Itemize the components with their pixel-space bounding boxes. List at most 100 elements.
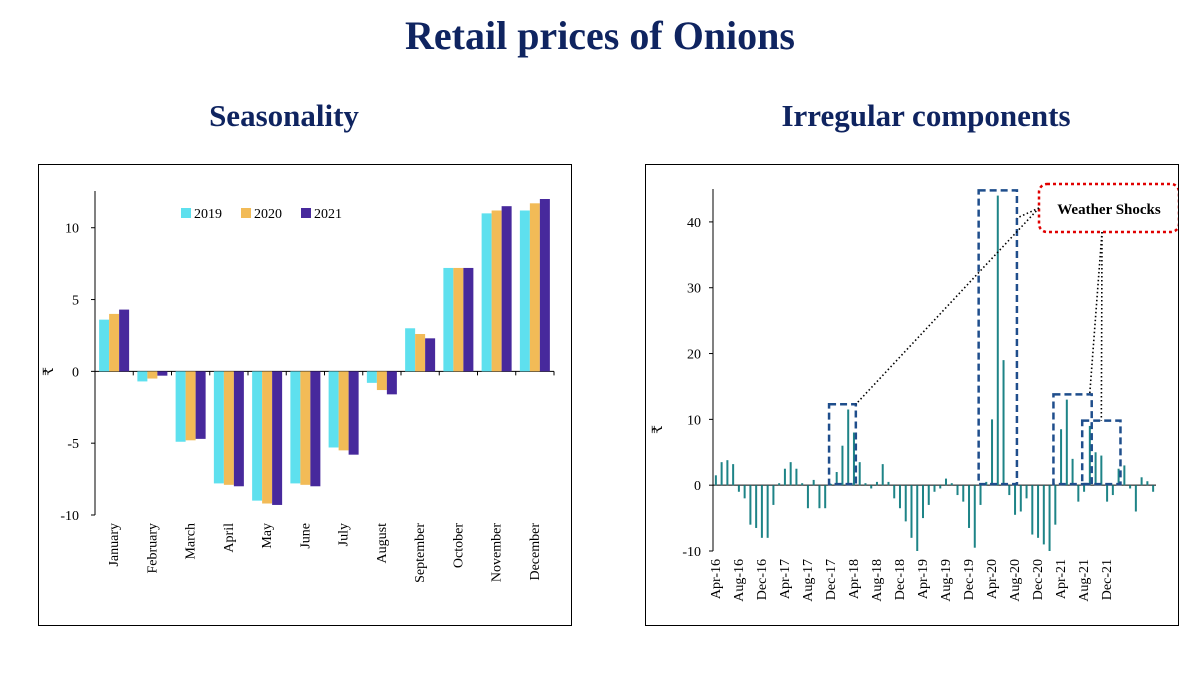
y-axis-label: ₹ xyxy=(42,367,57,376)
x-tick-label: Aug-18 xyxy=(870,559,885,602)
bar-8 xyxy=(760,485,763,538)
y-tick-label: -5 xyxy=(67,437,79,452)
bar-27 xyxy=(870,485,873,489)
bar-2019-april xyxy=(213,371,224,484)
y-tick-label: -10 xyxy=(682,545,701,560)
bar-20 xyxy=(829,483,832,486)
x-tick-label: Dec-18 xyxy=(893,559,908,600)
bar-2020-november xyxy=(491,210,502,372)
x-tick-label: July xyxy=(337,523,352,546)
x-tick-label: April xyxy=(222,523,237,553)
x-tick-label: February xyxy=(145,523,160,574)
x-tick-label: Aug-20 xyxy=(1008,559,1023,602)
bar-11 xyxy=(778,483,781,486)
bar-61 xyxy=(1065,399,1068,486)
bar-4 xyxy=(737,485,740,492)
bar-10 xyxy=(772,485,775,505)
bar-2019-august xyxy=(366,371,377,383)
x-tick-label: November xyxy=(490,523,505,582)
x-tick-label: Dec-17 xyxy=(824,559,839,600)
callout-connector-line xyxy=(1100,231,1103,421)
x-tick-label: Aug-21 xyxy=(1077,559,1092,602)
bar-2019-december xyxy=(519,210,530,372)
bar-3 xyxy=(732,464,735,486)
bar-2021-august xyxy=(386,371,397,395)
x-tick-label: January xyxy=(107,523,122,567)
bar-9 xyxy=(766,485,769,538)
bar-2019-may xyxy=(252,371,263,501)
bar-15 xyxy=(801,483,804,486)
bar-2019-june xyxy=(290,371,301,484)
bar-2020-august xyxy=(376,371,387,391)
bar-65 xyxy=(1088,425,1091,486)
bar-67 xyxy=(1100,455,1103,486)
x-tick-label: Dec-19 xyxy=(962,559,977,600)
bar-58 xyxy=(1048,485,1051,551)
bar-23 xyxy=(847,409,850,486)
x-tick-label: December xyxy=(528,523,543,581)
x-tick-label: March xyxy=(184,523,199,560)
legend-swatch-2019 xyxy=(181,208,191,218)
bar-2021-january xyxy=(119,309,130,372)
bar-53 xyxy=(1019,485,1022,512)
bar-36 xyxy=(921,485,924,519)
legend-swatch-2020 xyxy=(241,208,251,218)
bar-40 xyxy=(945,478,948,486)
bar-2021-july xyxy=(348,371,359,455)
bar-38 xyxy=(933,485,936,492)
bar-48 xyxy=(991,419,994,486)
bar-5 xyxy=(743,485,746,499)
y-tick-label: 40 xyxy=(687,216,701,231)
bar-52 xyxy=(1014,485,1017,515)
irregular-components-title: Irregular components xyxy=(781,98,1071,133)
x-tick-label: Aug-17 xyxy=(801,559,816,602)
bar-25 xyxy=(858,462,861,486)
irregular-components-chart: -10 0 10 20 30 40 ₹ Apr-16 Aug-16 Dec-16 Apr-17 Aug… xyxy=(651,182,1181,602)
x-tick-label: Apr-19 xyxy=(916,559,931,599)
shock-highlight-box xyxy=(827,402,858,486)
x-tick-label: Apr-18 xyxy=(847,559,862,599)
bar-2021-november xyxy=(501,206,512,372)
legend-label: 2019 xyxy=(194,207,222,222)
bar-45 xyxy=(973,485,976,548)
shock-highlight-box xyxy=(1080,419,1122,486)
bar-13 xyxy=(789,462,792,486)
x-tick-label: September xyxy=(413,523,428,583)
bar-74 xyxy=(1140,477,1143,486)
bar-16 xyxy=(806,485,809,509)
x-tick-label: Dec-20 xyxy=(1031,559,1046,600)
bar-46 xyxy=(979,485,982,505)
bar-2 xyxy=(726,460,729,486)
x-tick-label: June xyxy=(298,523,313,549)
bar-18 xyxy=(818,485,821,509)
irregular-components-chart-panel: -10 0 10 20 30 40 ₹ Apr-16 Aug-16 Dec-16 Apr-17 Aug… xyxy=(645,164,1181,626)
seasonality-chart-panel: -10 -5 0 5 10 ₹ January February March April May Ju… xyxy=(38,164,572,626)
bar-2020-april xyxy=(223,371,234,485)
bar-37 xyxy=(927,485,930,505)
bar-2019-october xyxy=(443,267,454,372)
bar-39 xyxy=(939,485,942,489)
bar-2020-december xyxy=(529,203,540,372)
x-tick-label: Dec-21 xyxy=(1100,559,1115,600)
y-axis-label: ₹ xyxy=(651,425,666,434)
bar-44 xyxy=(968,485,971,528)
bar-7 xyxy=(755,485,758,528)
legend-label: 2021 xyxy=(314,207,342,222)
bar-76 xyxy=(1152,485,1155,492)
bar-66 xyxy=(1094,452,1097,486)
x-tick-label: Apr-17 xyxy=(778,559,793,599)
y-tick-label: 5 xyxy=(72,294,79,309)
page-title: Retail prices of Onions xyxy=(405,13,795,58)
bar-35 xyxy=(916,485,919,551)
x-tick-label: Apr-21 xyxy=(1054,559,1069,599)
bar-49 xyxy=(996,195,999,486)
bar-0 xyxy=(714,475,717,486)
y-tick-label: -10 xyxy=(60,509,79,524)
bar-34 xyxy=(910,485,913,538)
bar-32 xyxy=(898,485,901,509)
x-tick-label: August xyxy=(375,523,390,564)
legend-label: 2020 xyxy=(254,207,282,222)
x-tick-label: Apr-20 xyxy=(985,559,1000,599)
bar-14 xyxy=(795,468,798,486)
bar-2020-may xyxy=(262,371,273,504)
